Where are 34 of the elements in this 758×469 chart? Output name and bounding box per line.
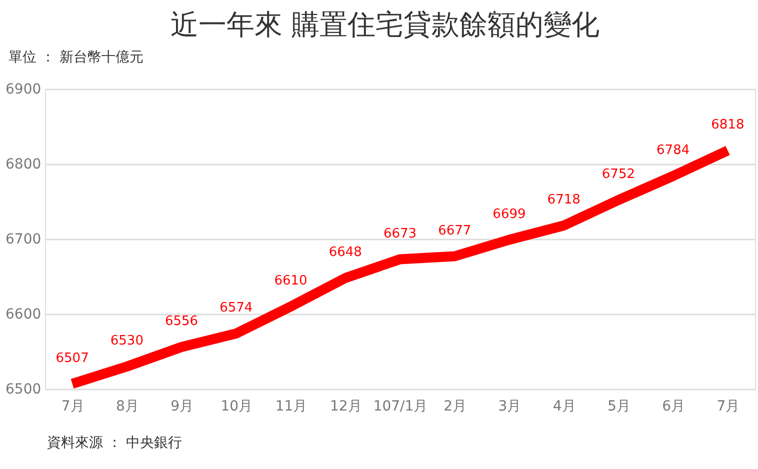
data-label: 6784 (656, 143, 690, 158)
x-tick-label: 6月 (662, 398, 686, 414)
chart-title: 近一年來 購置住宅貸款餘額的變化 (170, 8, 600, 41)
data-label: 6699 (492, 206, 526, 222)
data-label: 6556 (164, 314, 198, 329)
x-tick-label: 8月 (116, 398, 139, 414)
y-axis-title: 單位 ： 新台幣十億元 (8, 50, 144, 66)
y-tick-label: 6500 (6, 382, 42, 398)
y-tick-label: 6800 (6, 156, 42, 172)
x-tick-label: 12月 (330, 398, 362, 414)
x-tick-label: 9月 (170, 398, 194, 414)
x-tick-label: 4月 (552, 398, 576, 414)
x-tick-label: 2月 (444, 398, 467, 414)
x-tick-label: 3月 (498, 398, 522, 414)
source-note: 資料來源 ： 中央銀行 (47, 435, 182, 451)
y-tick-label: 6700 (6, 232, 42, 248)
x-tick-label: 11月 (275, 398, 308, 414)
data-label: 6677 (438, 223, 472, 238)
x-tick-label: 107/1月 (373, 398, 428, 414)
y-tick-label: 6900 (6, 82, 42, 98)
data-label: 6818 (711, 118, 744, 132)
y-tick-label: 6600 (6, 306, 42, 322)
data-label: 6610 (274, 274, 308, 288)
data-label: 6507 (56, 350, 89, 366)
x-tick-label: 10月 (220, 398, 253, 414)
data-label: 6752 (602, 167, 636, 182)
data-label: 6574 (220, 300, 253, 316)
x-tick-label: 7月 (716, 398, 740, 414)
data-label: 6718 (547, 192, 580, 208)
data-label: 6530 (110, 334, 144, 348)
x-tick-label: 5月 (608, 398, 630, 414)
data-label: 6648 (328, 245, 362, 260)
data-label: 6673 (383, 226, 417, 242)
x-tick-label: 7月 (61, 398, 84, 414)
